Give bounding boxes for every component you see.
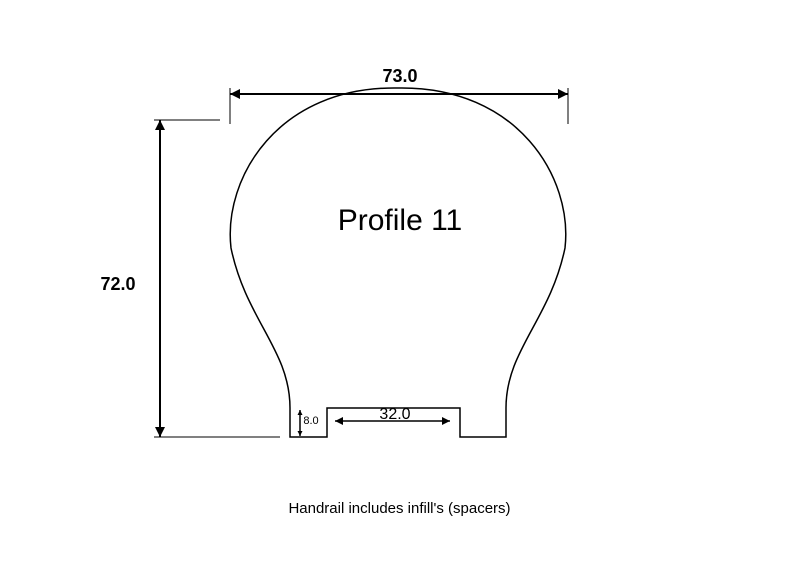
dim-width-value: 73.0 (382, 66, 417, 86)
dim-height-value: 72.0 (100, 274, 135, 294)
profile-diagram: Profile 11 73.0 72.0 32.0 8.0 (0, 0, 799, 579)
caption-text: Handrail includes infill's (spacers) (0, 500, 799, 517)
profile-outline (230, 88, 566, 437)
dim-depth-value: 8.0 (303, 415, 318, 427)
profile-label: Profile 11 (338, 204, 463, 237)
dim-groove-value: 32.0 (379, 406, 410, 423)
